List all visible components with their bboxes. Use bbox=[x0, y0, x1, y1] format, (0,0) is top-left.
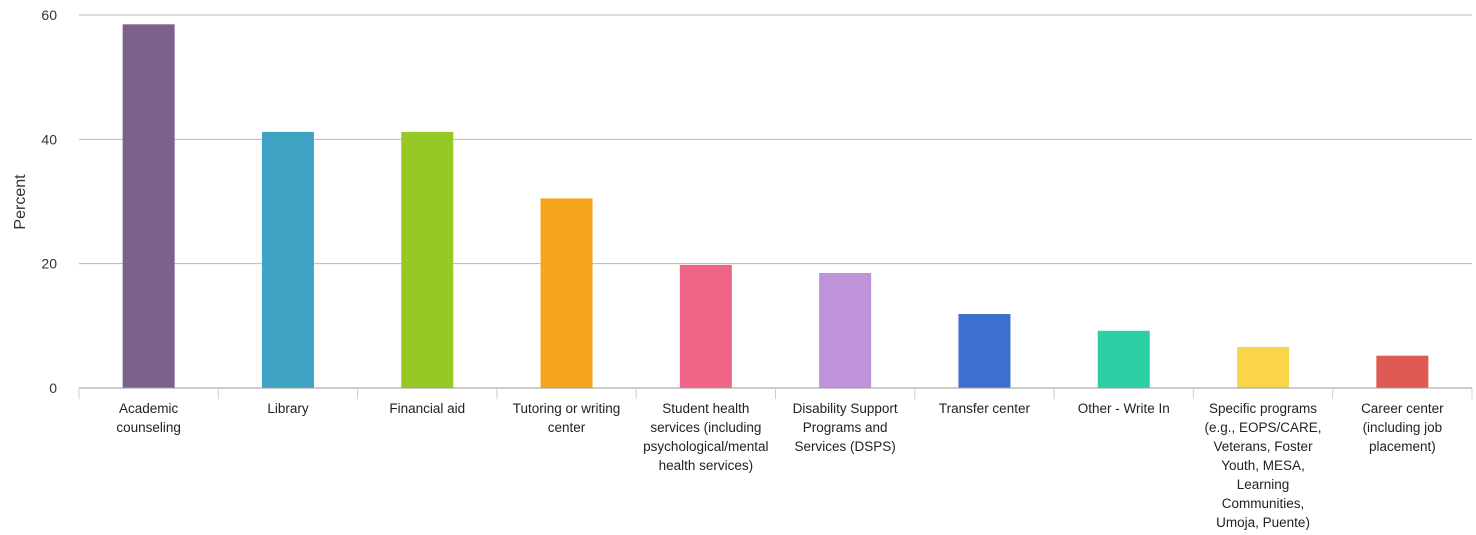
x-axis bbox=[78, 387, 1473, 399]
x-category-label: Library bbox=[267, 401, 309, 416]
y-axis-title: Percent bbox=[12, 174, 29, 230]
x-category-label: Career center (including job placement) bbox=[1361, 401, 1444, 454]
y-tick-label: 40 bbox=[41, 131, 57, 147]
bar bbox=[679, 264, 732, 388]
y-tick-label: 20 bbox=[41, 256, 57, 272]
x-axis-category-labels: Academic counseling Library Financial aid Tu… bbox=[116, 401, 1444, 530]
bars bbox=[122, 24, 1429, 388]
x-category-label: Academic counseling bbox=[116, 401, 181, 435]
x-category-label: Other - Write In bbox=[1078, 401, 1170, 416]
y-tick-label: 60 bbox=[41, 7, 57, 23]
bar bbox=[958, 314, 1011, 388]
x-category-label: Student health services (including psychol… bbox=[643, 401, 768, 473]
bar bbox=[819, 272, 872, 388]
bar bbox=[1376, 355, 1429, 388]
bar bbox=[540, 198, 593, 388]
y-tick-label: 0 bbox=[49, 380, 57, 396]
x-category-label: Specific programs (e.g., EOPS/CARE, Vetera… bbox=[1205, 401, 1322, 530]
y-axis-ticks: 0 20 40 60 bbox=[41, 7, 57, 396]
bar bbox=[1237, 346, 1290, 388]
x-category-label: Disability Support Programs and Services (… bbox=[793, 401, 898, 454]
bar bbox=[261, 131, 314, 388]
x-category-label: Tutoring or writing center bbox=[513, 401, 621, 435]
x-category-label: Transfer center bbox=[939, 401, 1031, 416]
x-category-label: Financial aid bbox=[389, 401, 465, 416]
bar bbox=[401, 131, 454, 388]
bar bbox=[122, 24, 175, 388]
bar bbox=[1097, 330, 1150, 388]
